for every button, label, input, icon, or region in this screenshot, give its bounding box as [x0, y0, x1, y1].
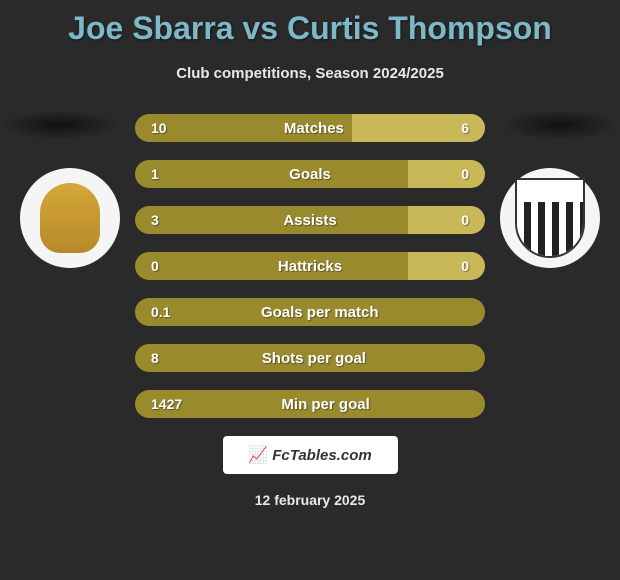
stat-value-right: 6: [461, 120, 469, 136]
team-badge-left: [20, 168, 120, 268]
stat-row: 1427 Min per goal: [135, 390, 485, 418]
stat-row: 0 Hattricks 0: [135, 252, 485, 280]
stat-value-left: 0.1: [151, 304, 170, 320]
badge-graphic-left: [40, 183, 100, 253]
stat-bars: 10 Matches 6 1 Goals 0 3 Assists 0 0 Hattricks 0 0.1…: [135, 110, 485, 418]
stat-row: 1 Goals 0: [135, 160, 485, 188]
stat-label: Hattricks: [278, 258, 342, 275]
stat-row: 3 Assists 0: [135, 206, 485, 234]
comparison-container: 10 Matches 6 1 Goals 0 3 Assists 0 0 Hattricks 0 0.1…: [0, 110, 620, 418]
stat-label: Goals per match: [261, 304, 379, 321]
stat-row: 8 Shots per goal: [135, 344, 485, 372]
stat-value-left: 10: [151, 120, 167, 136]
stat-label: Goals: [289, 166, 331, 183]
logo-box: 📈 FcTables.com: [223, 436, 398, 474]
stat-label: Matches: [284, 120, 344, 137]
stat-row: 0.1 Goals per match: [135, 298, 485, 326]
stat-label: Shots per goal: [262, 350, 366, 367]
stat-label: Min per goal: [281, 396, 369, 413]
stat-value-left: 0: [151, 258, 159, 274]
bar-content: 0 Hattricks 0: [135, 252, 485, 280]
stat-value-left: 1427: [151, 396, 182, 412]
bar-content: 3 Assists 0: [135, 206, 485, 234]
stat-value-right: 0: [461, 166, 469, 182]
bar-content: 1427 Min per goal: [135, 390, 485, 418]
date-label: 12 february 2025: [0, 492, 620, 508]
stat-value-left: 8: [151, 350, 159, 366]
stat-value-right: 0: [461, 212, 469, 228]
stat-value-left: 1: [151, 166, 159, 182]
bar-content: 8 Shots per goal: [135, 344, 485, 372]
badge-top-stripe: [517, 180, 583, 202]
shadow-right: [500, 110, 620, 140]
bar-content: 10 Matches 6: [135, 114, 485, 142]
comparison-title: Joe Sbarra vs Curtis Thompson: [0, 0, 620, 47]
logo-text: FcTables.com: [272, 447, 371, 464]
bar-content: 1 Goals 0: [135, 160, 485, 188]
badge-stripes: [517, 202, 583, 256]
season-subtitle: Club competitions, Season 2024/2025: [0, 65, 620, 82]
team-badge-right: [500, 168, 600, 268]
shadow-left: [0, 110, 120, 140]
badge-graphic-right: [515, 178, 585, 258]
chart-icon: 📈: [248, 445, 268, 465]
stat-label: Assists: [283, 212, 336, 229]
stat-value-right: 0: [461, 258, 469, 274]
bar-content: 0.1 Goals per match: [135, 298, 485, 326]
stat-value-left: 3: [151, 212, 159, 228]
stat-row: 10 Matches 6: [135, 114, 485, 142]
